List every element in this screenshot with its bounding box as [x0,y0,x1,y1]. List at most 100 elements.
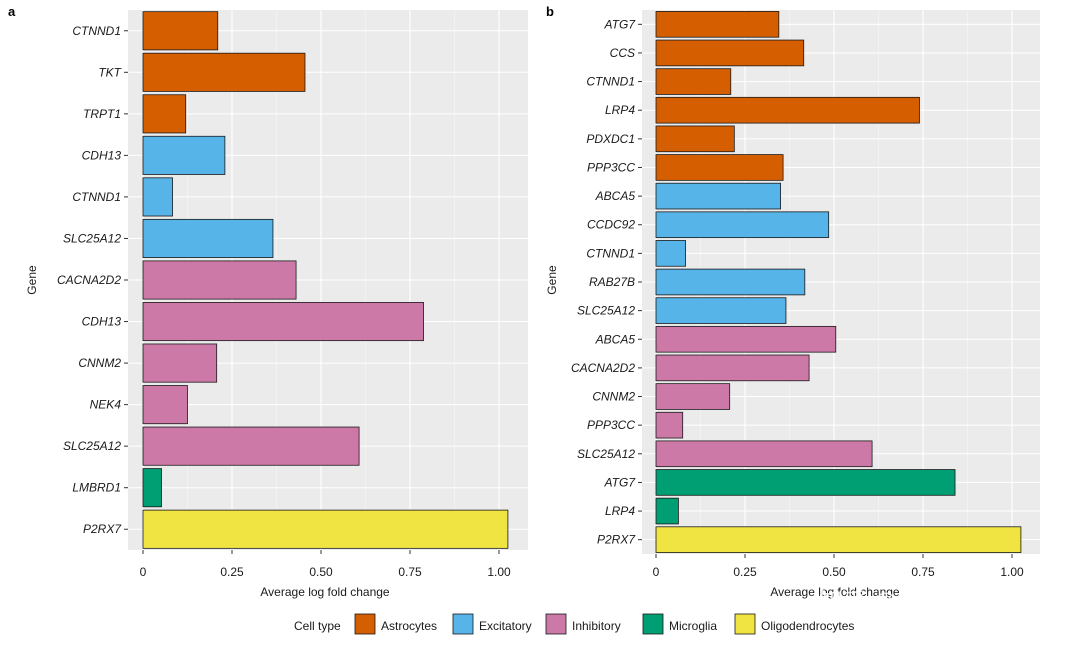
x-tick-label: 1.00 [1000,565,1024,579]
panel-b-chart: b ATG7 CCS CTNND1 LRP4 PDXDC1 PPP3CC ABCA5 CCDC… [545,4,1040,599]
panel-b-x-ticks: 0 0.25 0.50 0.75 1.00 [653,554,1024,579]
legend-swatch-inhibitory [545,613,567,635]
gene-label: P2RX7 [597,533,636,547]
legend-label-astrocytes: Astrocytes [381,619,437,633]
bar-ppp3cc-inhibitory [655,411,684,439]
legend-label-inhibitory: Inhibitory [572,619,621,633]
gene-label: TRPT1 [83,107,121,121]
legend-swatch-astrocytes [354,613,376,635]
bar-cacna2d2-inhibitory [655,354,810,382]
gene-label: PPP3CC [587,418,635,432]
bar-atg7-astrocytes [655,11,780,38]
x-tick-label: 0.25 [733,565,757,579]
bar-cdh13-excitatory [142,135,226,175]
x-tick-label: 1.00 [487,565,511,579]
gene-label: CDH13 [82,148,122,162]
bar-abca5-excitatory [655,182,781,210]
gene-label: RAB27B [589,275,635,289]
bar-atg7-microglia [655,469,956,496]
bar-cnnm2-inhibitory [655,383,731,410]
bar-slc25a12-inhibitory [142,426,360,466]
bar-ccs-astrocytes [655,39,805,67]
x-tick-label: 0.75 [398,565,422,579]
bar-pdxdc1-astrocytes [655,125,735,153]
gene-label: SLC25A12 [577,447,635,461]
legend-swatch-excitatory [452,613,474,635]
bar-lrp4-microglia [655,497,679,525]
legend-label-microglia: Microglia [669,619,717,633]
bar-cdh13-inhibitory [142,302,424,342]
panel-a-gene-labels: CTNND1 TKT TRPT1 CDH13 CTNND1 SLC25A12 CACNA2D… [57,24,128,536]
bar-rab27b-excitatory [655,268,806,296]
gene-label: LRP4 [605,103,635,117]
panel-a-chart: a CTNND1 TKT TRPT1 CDH13 CTNND1 SLC25A12 CACNA… [8,4,528,599]
legend-swatch-microglia [642,613,664,635]
legend-label-excitatory: Excitatory [479,619,532,633]
panel-b-x-axis-title: Average log fold change [770,585,900,599]
gene-label: TKT [98,65,122,79]
panel-a-x-ticks: 0 0.25 0.50 0.75 1.00 [140,550,511,579]
x-tick-label: 0 [140,565,147,579]
gene-label: SLC25A12 [63,231,121,245]
x-tick-label: 0.25 [220,565,244,579]
gene-label: NEK4 [90,398,122,412]
gene-label: CNNM2 [78,356,121,370]
bar-trpt1-astrocytes [142,94,187,134]
legend-label-oligodendrocytes: Oligodendrocytes [761,619,854,633]
gene-label: CACNA2D2 [57,273,121,287]
gene-label: ABCA5 [595,332,636,346]
gene-label: ABCA5 [595,189,636,203]
gene-label: CTNND1 [72,190,121,204]
gene-label: CDH13 [82,315,122,329]
bar-lrp4-astrocytes [655,96,920,124]
bar-ccdc92-excitatory [655,211,830,239]
gene-label: CTNND1 [586,246,635,260]
panel-a-x-axis-title: Average log fold change [260,585,390,599]
gene-label: PPP3CC [587,160,635,174]
bar-slc25a12-inhibitory [655,440,873,468]
gene-label: PDXDC1 [586,132,635,146]
gene-label: CCS [610,46,635,60]
x-tick-label: 0.50 [309,565,333,579]
panel-b-bars [655,11,1022,553]
bar-abca5-inhibitory [655,325,837,353]
legend-title: Cell type [294,619,341,633]
x-tick-label: 0.75 [911,565,935,579]
bar-ctnnd1-astrocytes [142,11,219,51]
gene-label: LRP4 [605,504,635,518]
bar-ppp3cc-astrocytes [655,154,784,181]
gene-label: P2RX7 [83,522,122,536]
panel-a-bars [142,11,509,549]
bar-cacna2d2-inhibitory [142,260,297,300]
panel-b-gene-labels: ATG7 CCS CTNND1 LRP4 PDXDC1 PPP3CC ABCA5 CCDC92… [571,17,642,547]
x-tick-label: 0 [653,565,660,579]
panel-a-label: a [8,4,16,19]
gene-label: LMBRD1 [72,481,121,495]
panel-b-y-axis-title: Gene [545,265,559,295]
bar-ctnnd1-excitatory [655,240,686,267]
gene-label: ATG7 [604,475,637,489]
gene-label: CCDC92 [587,218,635,232]
x-tick-label: 0.50 [822,565,846,579]
bar-tkt-astrocytes [142,52,306,92]
legend: Cell type Astrocytes Excitatory Inhibitory… [294,613,854,635]
panel-a-y-axis-title: Gene [25,265,39,295]
gene-label: SLC25A12 [577,304,635,318]
bar-cnnm2-inhibitory [142,343,218,383]
watermark-text: 知乎 @逻辑神经 [818,589,993,616]
bar-lmbrd1-microglia [142,468,162,508]
gene-label: CACNA2D2 [571,361,635,375]
bar-p2rx7-oligodendrocytes [142,509,509,549]
bar-nek4-inhibitory [142,385,188,425]
bar-ctnnd1-astrocytes [655,68,732,95]
gene-label: CTNND1 [72,24,121,38]
bar-p2rx7-oligodendrocytes [655,526,1022,553]
gene-label: SLC25A12 [63,439,121,453]
legend-swatch-oligodendrocytes [734,613,756,635]
bar-slc25a12-excitatory [142,218,274,258]
panel-b-label: b [546,4,554,19]
gene-label: CTNND1 [586,75,635,89]
gene-label: ATG7 [604,17,637,31]
bar-ctnnd1-excitatory [142,177,173,217]
